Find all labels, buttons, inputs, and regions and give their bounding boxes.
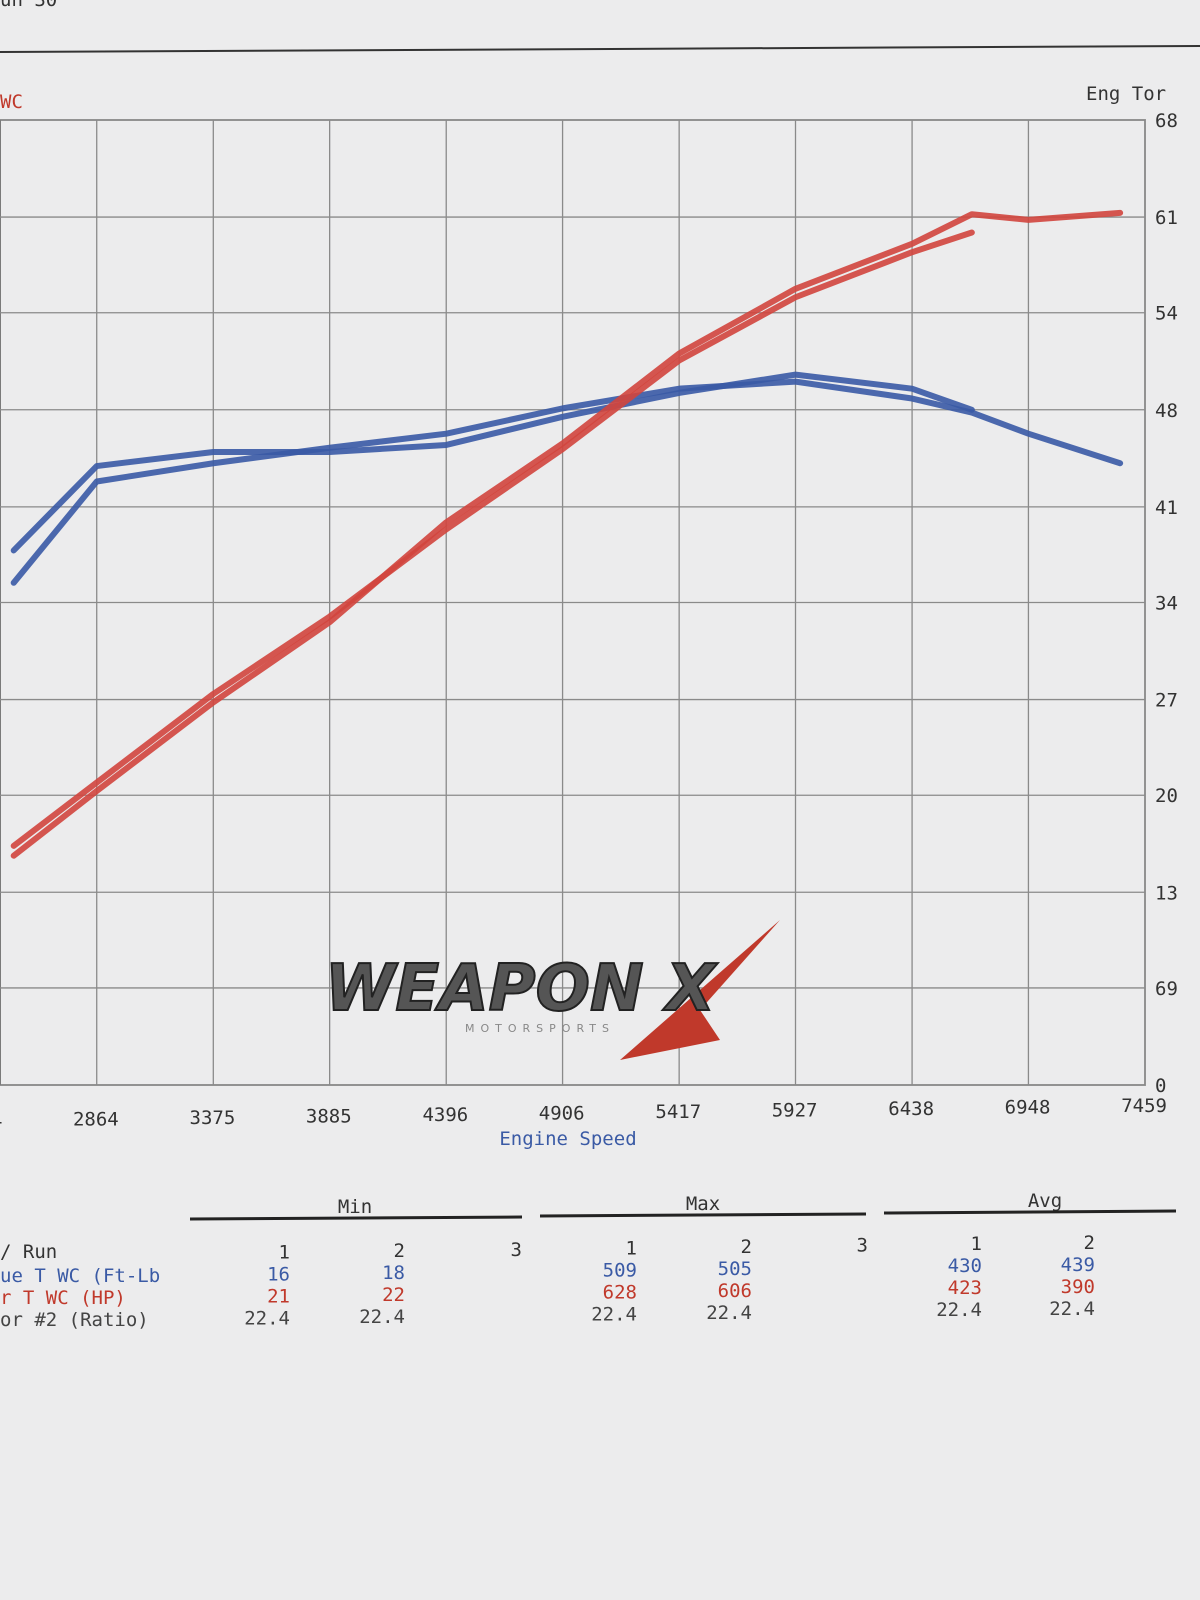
row-label: r T WC (HP) <box>0 1287 126 1309</box>
table-cell: 1 <box>971 1233 982 1255</box>
table-cell: 22.4 <box>359 1306 405 1328</box>
table-cell: 22.4 <box>936 1299 982 1321</box>
x-tick-label: 3375 <box>190 1107 236 1129</box>
header-text: un 30 <box>0 0 57 11</box>
table-cell: 3 <box>511 1239 522 1261</box>
x-tick-label: 6438 <box>888 1098 934 1120</box>
table-group-header: Avg <box>1028 1190 1062 1212</box>
x-axis-title: Engine Speed <box>499 1128 636 1150</box>
left-axis-title: WC <box>0 91 23 113</box>
series-line <box>10 209 1124 859</box>
table-cell: 22.4 <box>1049 1298 1095 1320</box>
series-line <box>10 371 975 554</box>
plot <box>0 119 1146 1086</box>
y-tick-label: 48 <box>1155 400 1178 422</box>
logo-subtitle: MOTORSPORTS <box>465 1022 615 1035</box>
table-group-header: Min <box>338 1196 372 1218</box>
table-cell: 1 <box>626 1237 637 1259</box>
x-tick-label: 4396 <box>422 1104 468 1126</box>
row-label: / Run <box>0 1241 57 1263</box>
table-cell: 430 <box>948 1255 982 1277</box>
right-axis-title: Eng Tor <box>1086 83 1166 105</box>
table-cell: 22.4 <box>244 1308 290 1330</box>
y-tick-label: 34 <box>1155 593 1178 615</box>
table-cell: 21 <box>267 1286 290 1308</box>
table-cell: 606 <box>718 1280 752 1302</box>
table-cell: 22 <box>382 1284 405 1306</box>
x-tick-label: 2864 <box>73 1109 119 1131</box>
y-tick-label: 54 <box>1155 303 1178 325</box>
table-cell: 505 <box>718 1258 752 1280</box>
x-tick-label: 5927 <box>772 1100 818 1122</box>
series-line <box>10 229 975 849</box>
x-tick-label: 7459 <box>1121 1095 1167 1117</box>
table-cell: 3 <box>857 1235 868 1257</box>
table-cell: 2 <box>1084 1232 1095 1254</box>
y-tick-label: 61 <box>1155 207 1178 229</box>
row-label: ue T WC (Ft-Lb <box>0 1265 160 1287</box>
table-cell: 390 <box>1061 1276 1095 1298</box>
table-cell: 16 <box>267 1264 290 1286</box>
table-cell: 423 <box>948 1277 982 1299</box>
table-cell: 2 <box>394 1240 405 1262</box>
table-cell: 509 <box>603 1259 637 1281</box>
group-rule <box>539 1212 867 1218</box>
table-cell: 1 <box>279 1242 290 1264</box>
y-tick-label: 0 <box>1155 1075 1166 1097</box>
table-cell: 2 <box>741 1236 752 1258</box>
x-tick-label: 5417 <box>655 1101 701 1123</box>
logo: WEAPON X MOTORSPORTS <box>324 920 780 1060</box>
row-label: or #2 (Ratio) <box>0 1309 149 1331</box>
table-cell: 18 <box>382 1262 405 1284</box>
x-tick-label: 4 <box>0 1110 2 1132</box>
logo-title: WEAPON X <box>325 952 718 1026</box>
y-tick-label: 68 <box>1155 110 1178 132</box>
y-tick-label: 27 <box>1155 690 1178 712</box>
group-rule <box>189 1215 523 1221</box>
y-tick-label: 20 <box>1155 785 1178 807</box>
logo-slash <box>620 920 780 1060</box>
y-tick-label: 13 <box>1155 882 1178 904</box>
table-cell: 628 <box>603 1281 637 1303</box>
table-cell: 22.4 <box>591 1303 637 1325</box>
x-tick-label: 4906 <box>539 1103 585 1125</box>
group-rule <box>883 1209 1177 1215</box>
table-cell: 22.4 <box>706 1302 752 1324</box>
table-group-header: Max <box>686 1193 720 1215</box>
paper-rule <box>0 45 1200 53</box>
y-tick-label: 69 <box>1155 978 1178 1000</box>
x-tick-label: 3885 <box>306 1106 352 1128</box>
table-cell: 439 <box>1061 1254 1095 1276</box>
x-tick-label: 6948 <box>1005 1097 1051 1119</box>
y-tick-label: 41 <box>1155 497 1178 519</box>
